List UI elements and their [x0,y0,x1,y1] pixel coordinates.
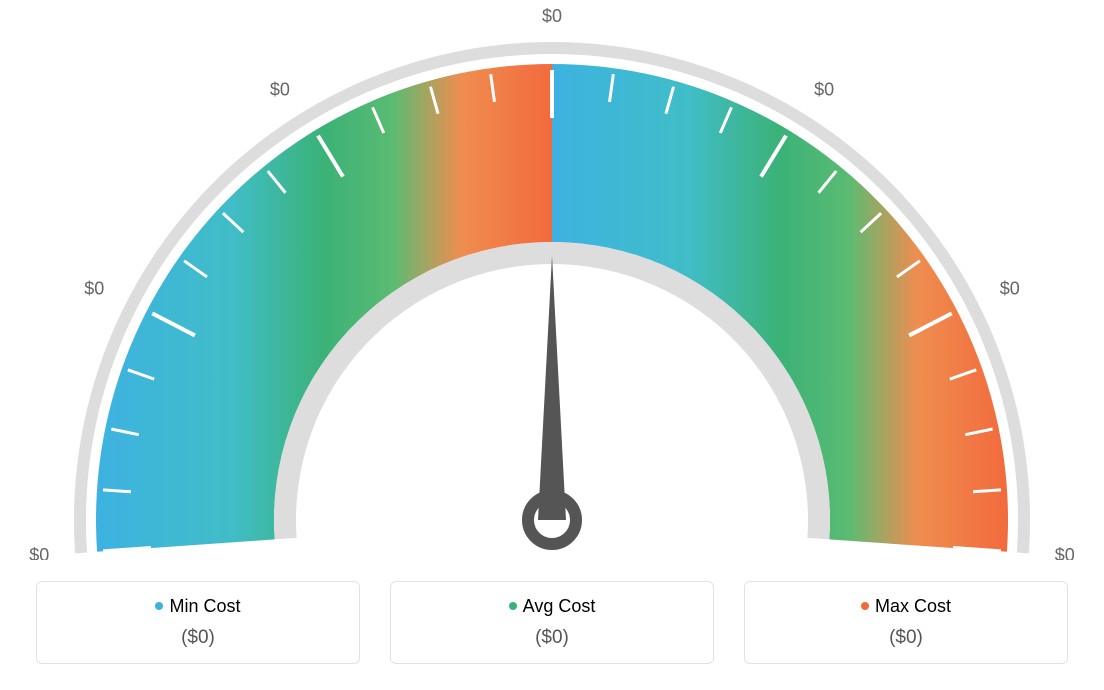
legend-value-max: ($0) [755,627,1057,649]
legend-dot-max [861,602,869,610]
svg-text:$0: $0 [84,279,104,299]
svg-text:$0: $0 [542,6,562,26]
legend-card-min: Min Cost ($0) [36,581,360,664]
legend-label-min: Min Cost [169,596,240,616]
svg-text:$0: $0 [1055,545,1075,560]
legend-value-min: ($0) [47,627,349,649]
legend-card-avg: Avg Cost ($0) [390,581,714,664]
legend-title-min: Min Cost [47,596,349,617]
legend-card-max: Max Cost ($0) [744,581,1068,664]
legend-title-avg: Avg Cost [401,596,703,617]
legend-value-avg: ($0) [401,627,703,649]
cost-gauge-container: $0 $0 $0 $0 $0 $0 $0 Min Cost ($0) Avg Cost ($… [0,0,1104,690]
legend-label-max: Max Cost [875,596,951,616]
gauge-chart: $0 $0 $0 $0 $0 $0 $0 [0,0,1104,560]
legend-dot-min [155,602,163,610]
legend-row: Min Cost ($0) Avg Cost ($0) Max Cost ($0… [36,581,1068,664]
svg-text:$0: $0 [1000,279,1020,299]
legend-label-avg: Avg Cost [523,596,596,616]
svg-text:$0: $0 [29,545,49,560]
legend-dot-avg [509,602,517,610]
svg-text:$0: $0 [270,80,290,100]
gauge-svg: $0 $0 $0 $0 $0 $0 $0 [0,0,1104,560]
legend-title-max: Max Cost [755,596,1057,617]
svg-text:$0: $0 [814,80,834,100]
